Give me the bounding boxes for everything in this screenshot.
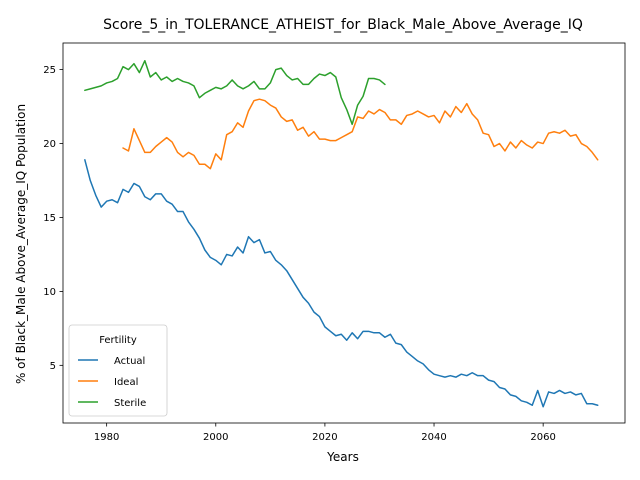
series-line-actual <box>84 159 599 408</box>
y-axis-label: % of Black_Male Above_Average_IQ Populat… <box>14 104 28 384</box>
legend-box <box>68 324 168 417</box>
series-layer <box>84 59 599 408</box>
y-tick-label: 5 <box>50 361 56 372</box>
plot-frame <box>62 42 626 424</box>
x-tick-label: 2060 <box>530 432 555 443</box>
legend: Fertility Actual Ideal Sterile <box>68 324 168 417</box>
x-tick-label: 2020 <box>312 432 337 443</box>
x-tick-label: 2000 <box>203 432 228 443</box>
x-tick-label: 2040 <box>421 432 446 443</box>
series-line-ideal <box>122 98 599 170</box>
chart-title: Score_5_in_TOLERANCE_ATHEIST_for_Black_M… <box>103 17 583 33</box>
series-line-sterile <box>84 59 386 126</box>
legend-label-sterile: Sterile <box>114 398 146 409</box>
x-tick-label: 1980 <box>94 432 119 443</box>
y-tick-label: 15 <box>43 213 56 224</box>
legend-title: Fertility <box>99 335 137 346</box>
legend-label-ideal: Ideal <box>114 377 138 388</box>
x-axis: 1980 2000 2020 2040 2060 <box>94 423 556 443</box>
plot-area <box>62 42 626 424</box>
y-tick-label: 25 <box>43 65 56 76</box>
y-tick-label: 10 <box>43 287 56 298</box>
y-axis: 5 10 15 20 25 <box>43 65 63 372</box>
x-axis-label: Years <box>326 450 359 464</box>
y-tick-label: 20 <box>43 139 56 150</box>
legend-label-actual: Actual <box>114 356 145 367</box>
